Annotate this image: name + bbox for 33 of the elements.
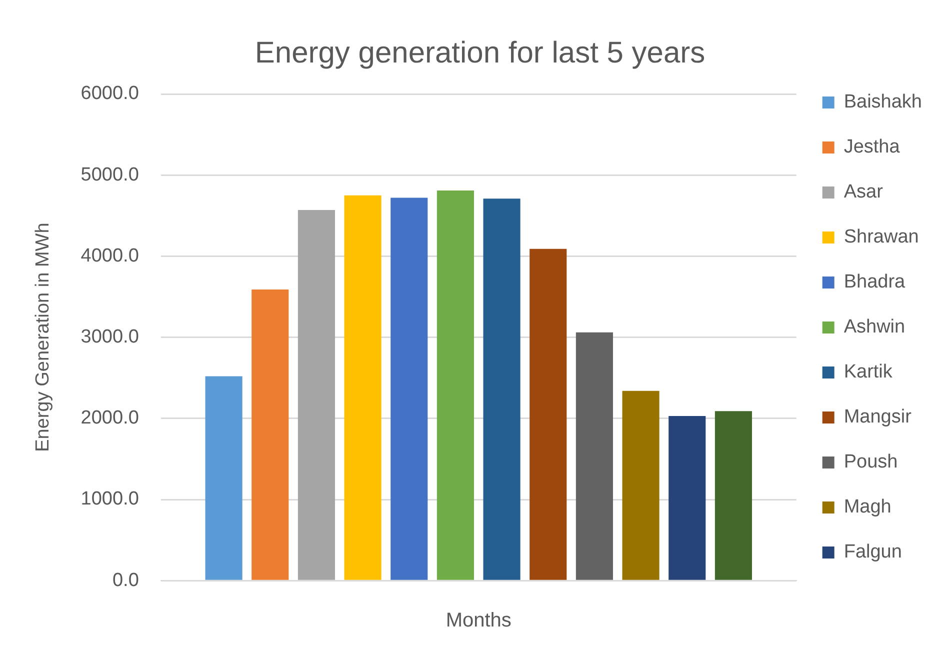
y-tick-label: 1000.0 [80,488,139,510]
chart-title: Energy generation for last 5 years [254,36,706,70]
bar [390,198,428,580]
bar [714,411,752,580]
y-tick-label: 6000.0 [80,83,139,104]
y-tick-label: 0.0 [112,570,139,591]
y-tick-label: 3000.0 [80,326,139,348]
y-axis-title: Energy Generation in MWh [32,222,54,452]
legend-label: Kartik [844,362,893,383]
y-tick-label: 4000.0 [80,245,139,266]
legend-label: Baishakh [844,92,922,113]
legend-label: Mangsir [844,406,912,428]
bar [436,190,474,580]
y-tick-label: 5000.0 [80,164,139,186]
legend-label: Poush [844,452,898,473]
legend-label: Magh [844,496,892,518]
legend-label: Shrawan [844,226,919,248]
bar [483,198,520,580]
bar [344,195,382,580]
legend-label: Jestha [844,136,900,158]
legend-label: Asar [844,182,884,203]
bar [530,248,567,580]
bar [252,289,289,580]
bar [205,376,242,580]
legend-label: Ashwin [844,316,906,338]
bar [298,210,335,580]
legend-label: Falgun [844,542,902,563]
y-tick-label: 2000.0 [80,408,139,429]
bar [576,332,613,580]
legend-label: Bhadra [844,272,906,293]
x-axis-title: Months [446,610,512,632]
bar [622,390,660,580]
bar [668,416,706,580]
